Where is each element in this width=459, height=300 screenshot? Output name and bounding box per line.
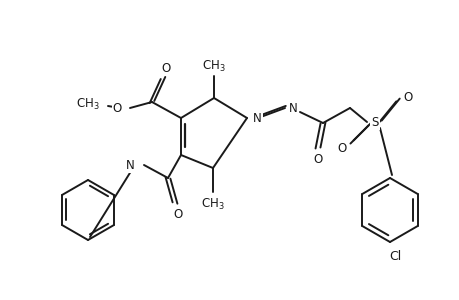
- Text: CH$_3$: CH$_3$: [202, 58, 225, 74]
- Text: O: O: [313, 152, 322, 166]
- Text: CH$_3$: CH$_3$: [201, 196, 224, 211]
- Text: N: N: [126, 158, 134, 172]
- Text: CH$_3$: CH$_3$: [76, 97, 100, 112]
- Text: O: O: [336, 142, 346, 154]
- Text: Cl: Cl: [388, 250, 400, 262]
- Text: N: N: [288, 101, 297, 115]
- Text: O: O: [173, 208, 182, 220]
- Text: O: O: [112, 101, 122, 115]
- Text: N: N: [252, 112, 261, 124]
- Text: O: O: [161, 61, 170, 74]
- Text: S: S: [370, 116, 378, 128]
- Text: O: O: [403, 91, 412, 103]
